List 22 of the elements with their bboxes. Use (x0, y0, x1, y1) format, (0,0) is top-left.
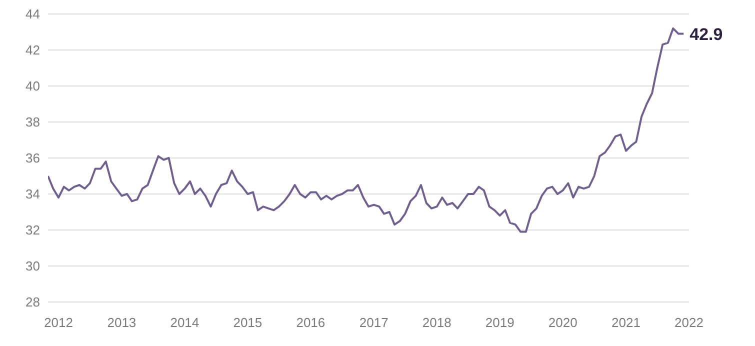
x-tick-label: 2016 (296, 315, 326, 330)
x-tick-label: 2019 (485, 315, 514, 330)
y-tick-label: 36 (26, 150, 40, 166)
annotation: 42.9 (690, 24, 723, 44)
x-tick-label: 2013 (107, 315, 136, 330)
y-tick-label: 30 (26, 258, 40, 274)
y-tick-label: 42 (26, 42, 40, 58)
x-tick-label: 2015 (233, 315, 262, 330)
x-tick-label: 2020 (548, 315, 578, 330)
x-tick-label: 2022 (674, 315, 704, 330)
x-tick-label: 2012 (44, 315, 73, 330)
line-series (48, 27, 685, 233)
x-tick-label: 2017 (359, 315, 388, 330)
x-tick-label: 2014 (170, 315, 200, 330)
y-tick-label: 34 (26, 186, 40, 202)
x-tick-label: 2021 (612, 315, 640, 330)
x-tick-label: 2018 (422, 315, 452, 330)
y-tick-label: 32 (26, 222, 40, 238)
y-tick-label: 38 (26, 114, 40, 130)
y-tick-label: 44 (26, 6, 40, 22)
y-tick-label: 28 (26, 294, 40, 310)
y-tick-label: 40 (26, 78, 40, 94)
